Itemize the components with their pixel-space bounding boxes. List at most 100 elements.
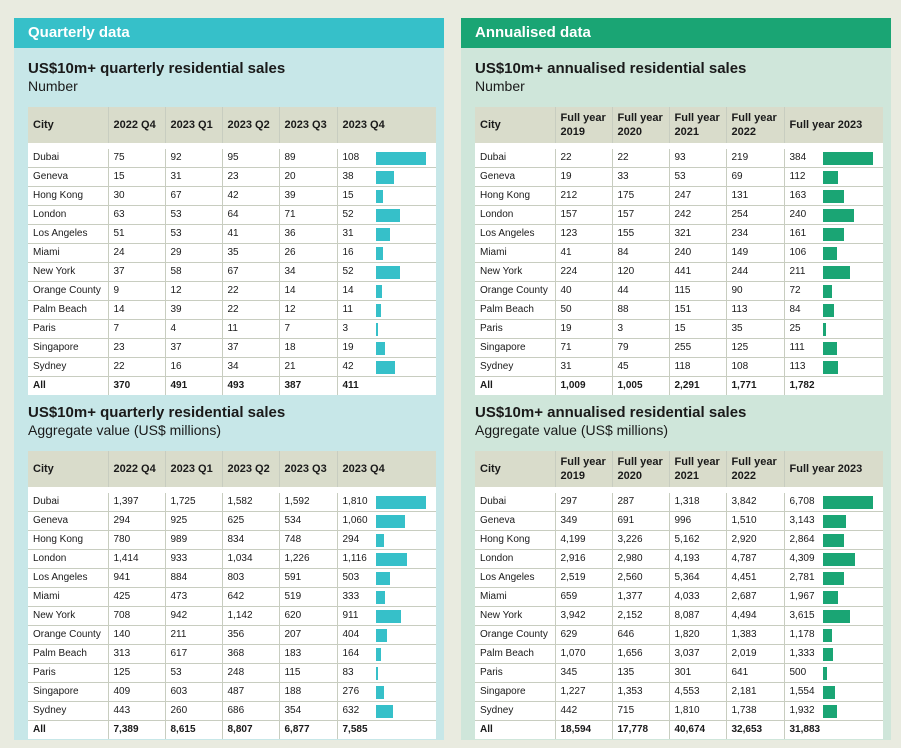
value-cell: 53 [164, 224, 222, 244]
value-cell: 7 [107, 319, 165, 339]
column-header: City [28, 107, 108, 143]
value-cell: 115 [668, 281, 726, 301]
table-row: Paris 7 4 11 7 3 [28, 319, 436, 339]
latest-value-cell: 276 [336, 682, 436, 702]
value-label: 112 [789, 171, 806, 182]
value-cell: 125 [725, 338, 784, 358]
value-cell: 996 [668, 511, 726, 531]
value-label: 2,781 [789, 572, 815, 583]
city-cell: Sydney [475, 701, 555, 721]
value-label: 84 [789, 304, 801, 315]
value-cell: 2,019 [725, 644, 784, 664]
value-cell: 748 [278, 530, 337, 550]
total-value-cell: 8,615 [164, 720, 222, 739]
value-cell: 1,820 [668, 625, 726, 645]
city-cell: London [475, 549, 555, 569]
total-label: All [33, 380, 46, 391]
city-cell: Los Angeles [28, 224, 108, 244]
value-label: 1,932 [789, 705, 815, 716]
value-cell: 131 [725, 186, 784, 206]
value-cell: 71 [554, 338, 612, 358]
value-cell: 212 [554, 186, 612, 206]
value-bar [375, 610, 401, 623]
value-cell: 2,920 [725, 530, 784, 550]
value-cell: 247 [668, 186, 726, 206]
latest-value-cell: 25 [783, 319, 883, 339]
value-bar [822, 686, 835, 699]
value-label: 404 [342, 629, 360, 640]
latest-value-cell: 1,932 [783, 701, 883, 721]
annualised-header: Annualised data [461, 18, 891, 48]
value-cell: 443 [107, 701, 165, 721]
value-cell: 88 [611, 300, 669, 320]
value-cell: 41 [554, 243, 612, 263]
total-row: All 7,389 8,615 8,807 6,877 7,585 [28, 720, 436, 739]
value-label: 25 [789, 323, 801, 334]
annualised-value-title: US$10m+ annualised residential sales [475, 404, 747, 421]
value-label: 6,708 [789, 496, 815, 507]
table-row: Orange County 40 44 115 90 72 [475, 281, 883, 301]
value-cell: 301 [668, 663, 726, 683]
latest-value-cell: 2,781 [783, 568, 883, 588]
latest-value-cell: 14 [336, 281, 436, 301]
value-cell: 1,725 [164, 493, 222, 512]
city-cell: Sydney [28, 357, 108, 377]
value-label: 500 [789, 667, 807, 678]
table-row: Los Angeles 123 155 321 234 161 [475, 224, 883, 244]
value-cell: 3,942 [554, 606, 612, 626]
latest-value-cell: 1,116 [336, 549, 436, 569]
value-bar [375, 247, 383, 260]
latest-value-cell: 15 [336, 186, 436, 206]
latest-value-cell: 112 [783, 167, 883, 187]
total-value-cell: 17,778 [611, 720, 669, 739]
value-label: 83 [342, 667, 354, 678]
column-header: Full year 2021 [668, 451, 726, 487]
value-cell: 884 [164, 568, 222, 588]
table-row: Sydney 31 45 118 108 113 [475, 357, 883, 377]
column-header: Full year 2019 [554, 451, 612, 487]
value-label: 240 [789, 209, 807, 220]
value-cell: 18 [278, 338, 337, 358]
latest-value-cell: 6,708 [783, 493, 883, 512]
value-bar [375, 190, 383, 203]
latest-value-cell: 3 [336, 319, 436, 339]
value-cell: 1,226 [278, 549, 337, 569]
value-cell: 3,842 [725, 493, 784, 512]
city-cell: Orange County [475, 625, 555, 645]
value-cell: 534 [278, 511, 337, 531]
value-cell: 58 [164, 262, 222, 282]
value-cell: 71 [278, 205, 337, 225]
total-value-cell: 2,291 [668, 376, 726, 395]
value-label: 3,615 [789, 610, 815, 621]
value-cell: 53 [164, 205, 222, 225]
value-label: 3 [342, 323, 349, 334]
total-value-cell: 1,782 [783, 376, 883, 395]
latest-value-cell: 294 [336, 530, 436, 550]
latest-value-cell: 84 [783, 300, 883, 320]
annualised-number-table: City Full year 2019 Full year 2020 Full yea… [475, 107, 883, 395]
value-cell: 123 [554, 224, 612, 244]
latest-value-cell: 211 [783, 262, 883, 282]
annualised-panel: Annualised data US$10m+ annualised resid… [461, 18, 891, 740]
value-label: 106 [789, 247, 807, 258]
value-cell: 3,226 [611, 530, 669, 550]
column-header: Full year 2022 [725, 451, 784, 487]
value-cell: 12 [278, 300, 337, 320]
latest-value-cell: 500 [783, 663, 883, 683]
value-cell: 356 [221, 625, 279, 645]
quarterly-value-title: US$10m+ quarterly residential sales [28, 404, 286, 421]
value-cell: 22 [611, 149, 669, 168]
latest-value-cell: 108 [336, 149, 436, 168]
value-bar [822, 705, 837, 718]
column-header: Full year 2022 [725, 107, 784, 143]
value-cell: 2,916 [554, 549, 612, 569]
value-cell: 24 [107, 243, 165, 263]
value-label: 111 [789, 342, 805, 353]
value-label: 211 [789, 266, 806, 277]
value-cell: 942 [164, 606, 222, 626]
value-cell: 487 [221, 682, 279, 702]
city-cell: Orange County [28, 625, 108, 645]
table-row: Los Angeles 51 53 41 36 31 [28, 224, 436, 244]
value-cell: 1,383 [725, 625, 784, 645]
table-row: Paris 345 135 301 641 500 [475, 663, 883, 683]
